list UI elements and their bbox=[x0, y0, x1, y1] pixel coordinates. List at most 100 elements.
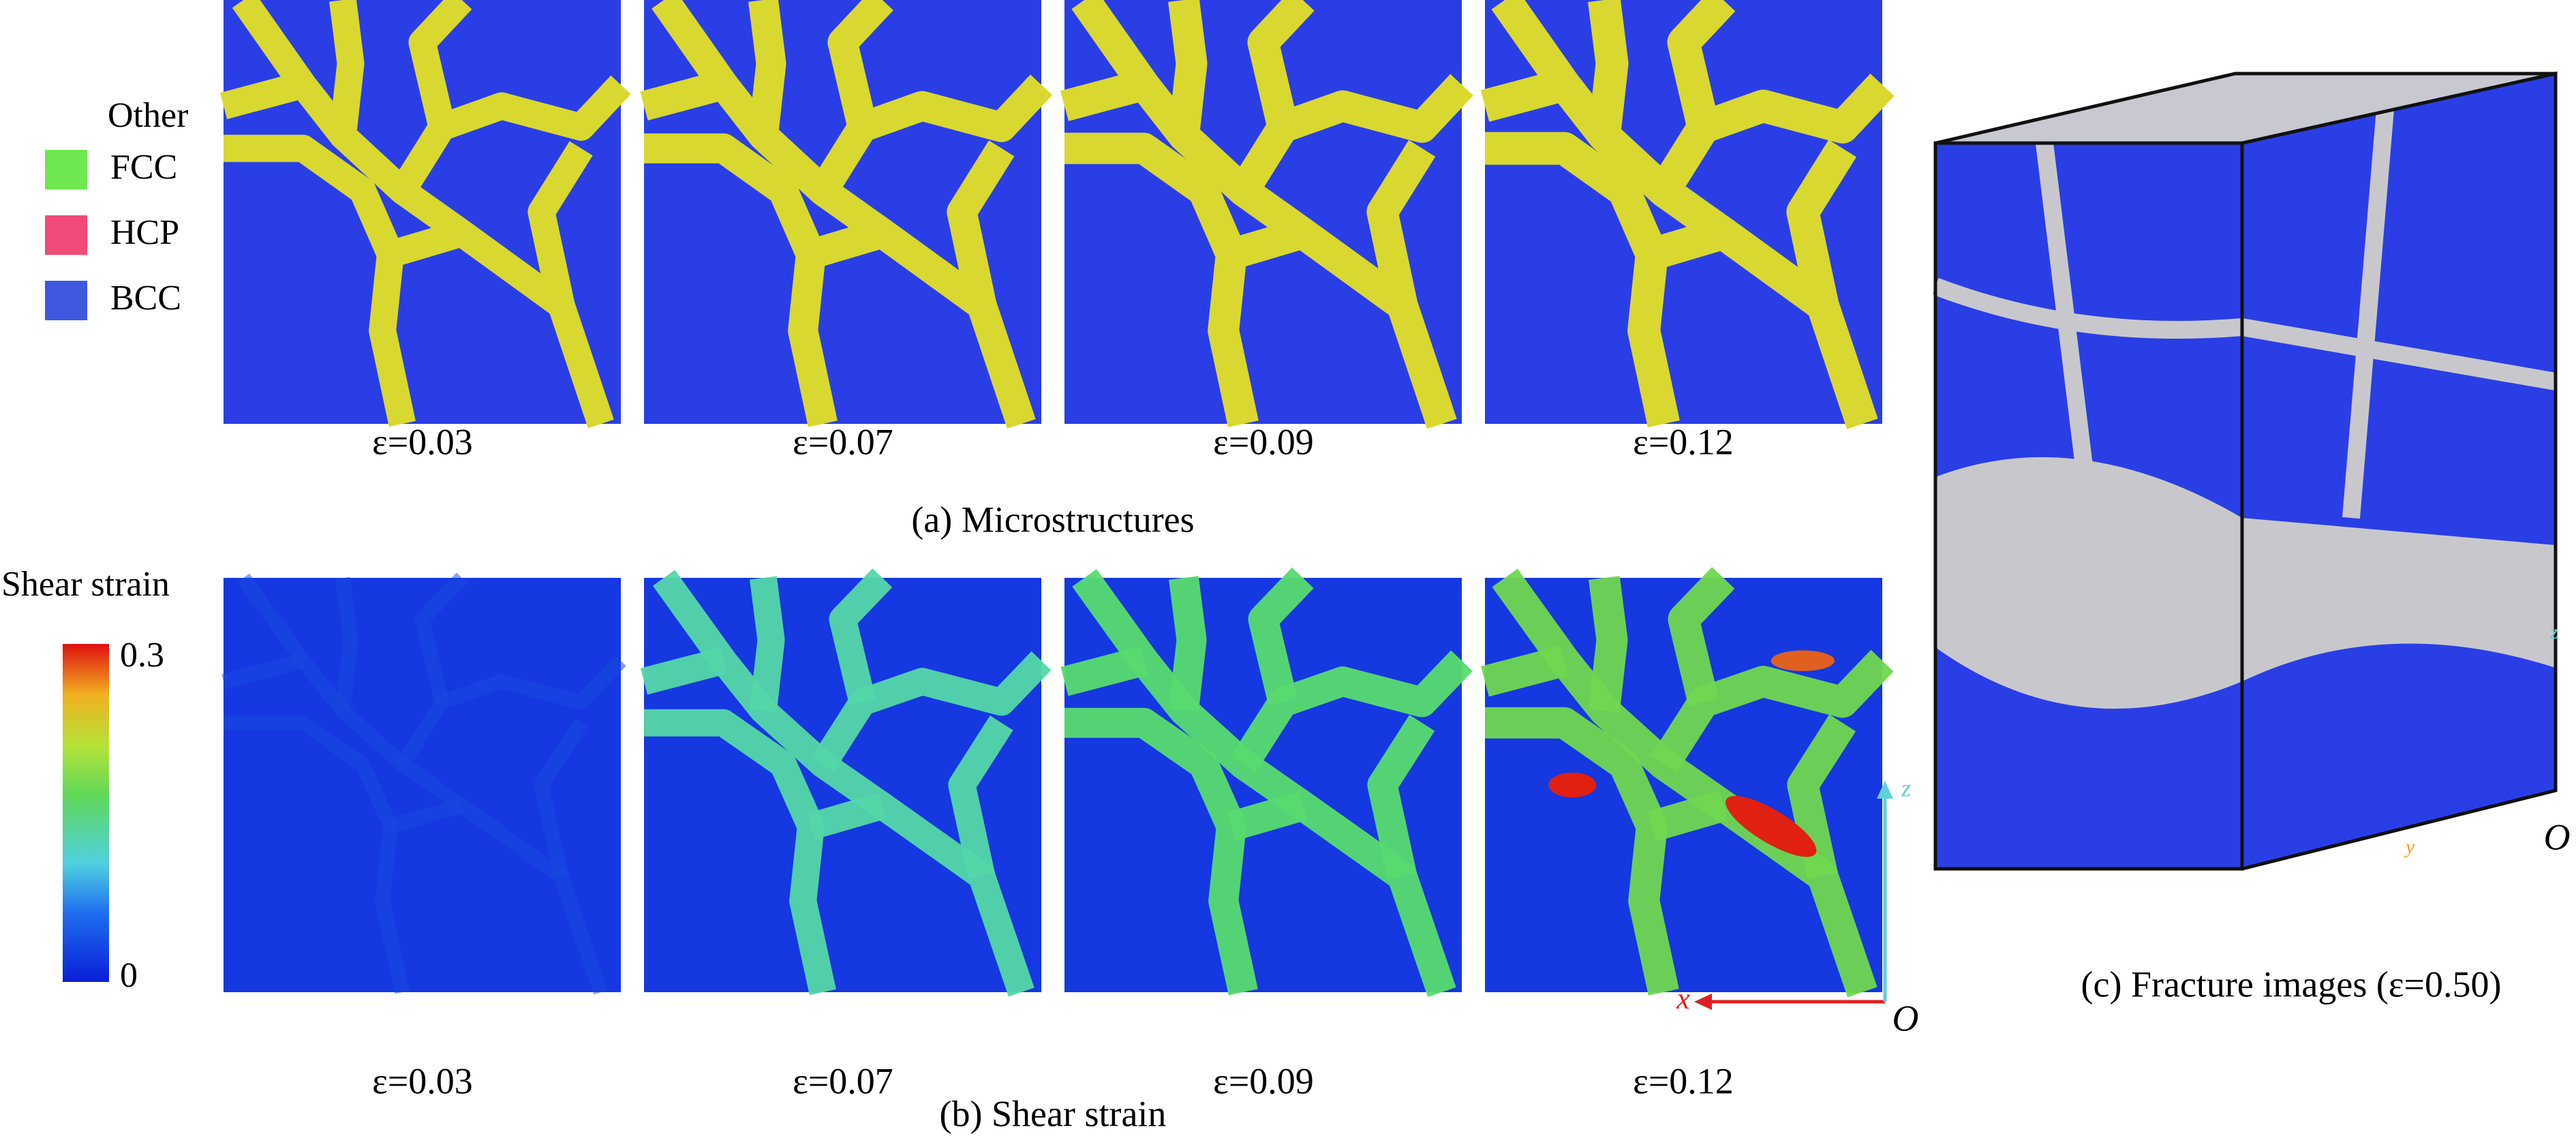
colorbar-min: 0 bbox=[120, 956, 138, 995]
axis-label-x: x bbox=[1676, 982, 1690, 1015]
strain-label: ε=0.07 bbox=[793, 421, 893, 462]
strain-band bbox=[644, 661, 724, 681]
strain-label: ε=0.12 bbox=[1633, 1060, 1734, 1101]
axis-label-z: z bbox=[1901, 774, 1911, 801]
boundary bbox=[1932, 108, 2558, 519]
legend-title: Other bbox=[108, 96, 188, 135]
strain-band bbox=[1505, 578, 1862, 992]
strain-label: ε=0.09 bbox=[1213, 1060, 1314, 1101]
strain-panel bbox=[644, 578, 1041, 992]
strain-band bbox=[1064, 661, 1144, 681]
strain-label: ε=0.07 bbox=[793, 1060, 893, 1101]
strain-band bbox=[402, 661, 621, 765]
strain-band bbox=[1652, 805, 1723, 826]
box-top bbox=[1935, 74, 2556, 143]
grain-boundary bbox=[1263, 0, 1303, 127]
strain-band bbox=[224, 661, 303, 681]
arrow-head bbox=[1694, 994, 1712, 1010]
grain-boundary bbox=[343, 0, 351, 136]
legend-item: HCP bbox=[110, 213, 179, 252]
fracture-zone bbox=[1935, 457, 2556, 709]
grain-boundary bbox=[390, 233, 462, 254]
micro-panel bbox=[644, 0, 1041, 424]
strain-panel bbox=[224, 578, 621, 992]
strain-band bbox=[541, 723, 581, 876]
grain-boundary bbox=[1663, 84, 1882, 191]
strain-band bbox=[1684, 578, 1723, 702]
colorbar bbox=[63, 644, 109, 982]
legend-swatch-bcc bbox=[45, 281, 87, 320]
grain-boundary bbox=[811, 233, 883, 254]
strain-band bbox=[843, 578, 883, 702]
legend-swatch-fcc bbox=[45, 150, 87, 189]
arrow-head bbox=[1877, 781, 1893, 799]
hot-spot bbox=[1548, 772, 1597, 798]
fracture-box bbox=[1932, 71, 2558, 871]
grain-boundary bbox=[1243, 84, 1462, 191]
strain-label: ε=0.09 bbox=[1213, 421, 1314, 462]
grain-boundary bbox=[1652, 233, 1723, 254]
strain-band bbox=[1243, 661, 1462, 765]
grain-boundary bbox=[1485, 84, 1565, 106]
strain-band bbox=[1485, 661, 1565, 681]
legend-item: FCC bbox=[110, 148, 177, 187]
colorbar-max: 0.3 bbox=[120, 636, 164, 675]
strain-panel bbox=[1485, 578, 1882, 992]
legend-swatch-hcp bbox=[45, 215, 87, 255]
panel-caption: (b) Shear strain bbox=[940, 1093, 1167, 1134]
grain-boundary bbox=[1184, 0, 1192, 136]
hot-spot bbox=[1726, 796, 1817, 857]
grain-boundary bbox=[423, 0, 462, 127]
micro-panel bbox=[224, 0, 621, 424]
strain-band bbox=[224, 723, 402, 992]
axis-origin: O bbox=[1892, 998, 1919, 1039]
strain-label: ε=0.03 bbox=[372, 421, 473, 462]
grain-boundary bbox=[843, 0, 883, 127]
strain-band bbox=[811, 805, 883, 826]
axis-label-y: y bbox=[2404, 835, 2415, 858]
grain-boundary bbox=[1803, 149, 1842, 305]
grain-boundary bbox=[644, 84, 724, 106]
strain-band bbox=[1263, 578, 1303, 702]
colorbar-title: Shear strain bbox=[1, 565, 170, 604]
strain-band bbox=[1231, 805, 1303, 826]
grain-boundary bbox=[644, 149, 823, 424]
legend-item: BCC bbox=[110, 279, 181, 318]
box-edges bbox=[1933, 71, 2558, 871]
grain-boundary bbox=[1485, 149, 1663, 424]
grain-boundary bbox=[1231, 233, 1303, 254]
grain-boundary bbox=[823, 84, 1041, 191]
axis-label-z: z bbox=[2549, 621, 2558, 643]
strain-band bbox=[1663, 661, 1882, 765]
strain-band bbox=[343, 578, 351, 711]
grain-boundary bbox=[962, 149, 1001, 305]
grain-boundary bbox=[763, 0, 771, 136]
panel-caption: (a) Microstructures bbox=[911, 499, 1194, 540]
strain-band bbox=[763, 578, 771, 711]
hot-spot bbox=[1770, 650, 1835, 671]
grain-boundary bbox=[1604, 0, 1612, 136]
grain-boundary bbox=[224, 149, 402, 424]
strain-band bbox=[1803, 723, 1842, 876]
strain-label: ε=0.03 bbox=[372, 1060, 473, 1101]
strain-band bbox=[823, 661, 1041, 765]
panel-caption: (c) Fracture images (ε=0.50) bbox=[2081, 964, 2502, 1004]
strain-band bbox=[1184, 578, 1192, 711]
box-side bbox=[2242, 74, 2556, 869]
strain-band bbox=[1064, 723, 1243, 992]
micro-panel bbox=[1064, 0, 1462, 424]
grain-boundary bbox=[1382, 149, 1422, 305]
grain-boundary bbox=[1684, 0, 1723, 127]
strain-band bbox=[962, 723, 1001, 876]
grain-boundary bbox=[1064, 84, 1144, 106]
strain-label: ε=0.12 bbox=[1633, 421, 1734, 462]
strain-band bbox=[390, 805, 462, 826]
strain-band bbox=[423, 578, 462, 702]
strain-band bbox=[1485, 723, 1663, 992]
strain-band bbox=[1382, 723, 1422, 876]
grain-boundary bbox=[1064, 149, 1243, 424]
strain-band bbox=[1604, 578, 1612, 711]
axis-origin: O bbox=[2544, 816, 2571, 857]
